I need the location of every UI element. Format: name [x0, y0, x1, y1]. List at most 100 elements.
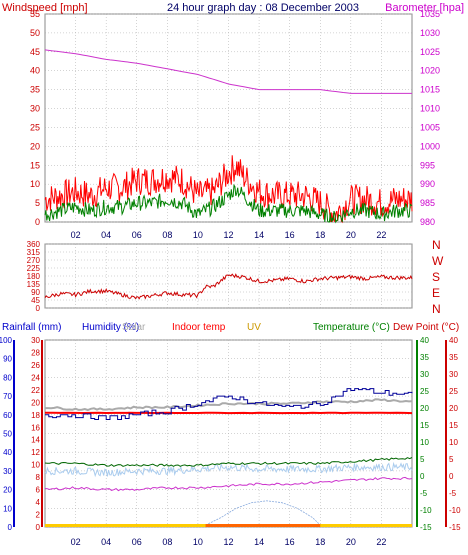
wind-x-tick-18: 18: [315, 230, 325, 240]
dew-y-tick--15: -15: [449, 523, 461, 532]
baro-y-tick-1030: 1030: [420, 28, 440, 38]
dew-y-tick-30: 30: [449, 370, 458, 379]
dew-y-tick-40: 40: [449, 336, 458, 345]
wind-y-tick-55: 55: [30, 9, 40, 19]
wind-x-tick-20: 20: [346, 230, 356, 240]
wind-x-tick-02: 02: [71, 230, 81, 240]
humidity-y-tick-16: 16: [31, 423, 40, 432]
baro-y-tick-1020: 1020: [420, 66, 440, 76]
multi-x-tick-16: 16: [285, 537, 295, 547]
wind-x-tick-12: 12: [223, 230, 233, 240]
rain-y-tick-60: 60: [3, 411, 12, 420]
humidity-y-tick-14: 14: [31, 436, 40, 445]
wind-y-tick-35: 35: [30, 85, 40, 95]
baro-y-tick-980: 980: [420, 217, 435, 227]
dir-y-tick-180: 180: [27, 272, 41, 281]
baro-y-tick-985: 985: [420, 198, 435, 208]
dew-y-tick-20: 20: [449, 404, 458, 413]
humidity-y-tick-18: 18: [31, 411, 40, 420]
wind-y-tick-50: 50: [30, 28, 40, 38]
wind-y-tick-10: 10: [30, 179, 40, 189]
temp-y-tick-25: 25: [420, 387, 429, 396]
multi-x-tick-10: 10: [193, 537, 203, 547]
dew-y-tick--10: -10: [449, 506, 461, 515]
wind-y-tick-30: 30: [30, 104, 40, 114]
dir-y-tick-45: 45: [31, 296, 40, 305]
dir-y-tick-225: 225: [27, 264, 41, 273]
dewpoint-label: Dew Point (°C): [393, 322, 459, 333]
wind-y-tick-15: 15: [30, 160, 40, 170]
dew-y-tick-10: 10: [449, 438, 458, 447]
compass-n: N: [432, 238, 441, 252]
series-wind-direction: [44, 273, 413, 300]
temp-y-tick-15: 15: [420, 421, 429, 430]
temp-y-tick-10: 10: [420, 438, 429, 447]
wind-y-tick-40: 40: [30, 66, 40, 76]
uv-label: UV: [247, 322, 261, 333]
dew-y-tick-25: 25: [449, 387, 458, 396]
compass-n: N: [432, 302, 441, 316]
rain-y-tick-0: 0: [8, 523, 13, 532]
baro-y-tick-1015: 1015: [420, 85, 440, 95]
wind-x-tick-04: 04: [101, 230, 111, 240]
dir-y-tick-135: 135: [27, 280, 41, 289]
humidity-y-tick-4: 4: [36, 498, 41, 507]
chart-title: 24 hour graph day : 08 December 2003: [167, 2, 359, 14]
rain-y-tick-40: 40: [3, 448, 12, 457]
baro-y-tick-1005: 1005: [420, 122, 440, 132]
temp-y-tick-30: 30: [420, 370, 429, 379]
dew-y-tick-15: 15: [449, 421, 458, 430]
rainfall-label: Rainfall (mm): [2, 322, 61, 333]
dir-y-tick-360: 360: [27, 240, 41, 249]
rain-y-tick-80: 80: [3, 373, 12, 382]
humidity-y-tick-28: 28: [31, 348, 40, 357]
baro-y-tick-1000: 1000: [420, 141, 440, 151]
multi-x-tick-12: 12: [223, 537, 233, 547]
wind-y-tick-45: 45: [30, 47, 40, 57]
solar-label: Solar: [122, 322, 146, 333]
compass-e: E: [432, 286, 440, 300]
temp-y-tick--15: -15: [420, 523, 432, 532]
humidity-y-tick-30: 30: [31, 336, 40, 345]
dir-y-tick-315: 315: [27, 248, 41, 257]
rain-y-tick-20: 20: [3, 486, 12, 495]
series-dew-point: [44, 461, 413, 478]
series-solar: [45, 398, 413, 412]
multi-x-tick-18: 18: [315, 537, 325, 547]
baro-y-tick-1025: 1025: [420, 47, 440, 57]
dir-y-tick-0: 0: [36, 304, 41, 313]
temp-y-tick-35: 35: [420, 353, 429, 362]
series-windspeed: [44, 155, 413, 224]
baro-y-tick-1010: 1010: [420, 104, 440, 114]
wind-y-tick-0: 0: [35, 217, 40, 227]
humidity-y-tick-26: 26: [31, 361, 40, 370]
wind-panel-frame: [44, 13, 413, 223]
humidity-y-tick-6: 6: [36, 486, 41, 495]
baro-y-tick-1035: 1035: [420, 9, 440, 19]
series-gust: [44, 183, 413, 224]
multi-x-tick-02: 02: [71, 537, 81, 547]
dew-y-tick--5: -5: [449, 489, 457, 498]
wind-x-tick-10: 10: [193, 230, 203, 240]
series-uv: [205, 500, 319, 526]
barometer-axis-label: Barometer [hpa]: [385, 2, 464, 14]
multi-x-tick-04: 04: [101, 537, 111, 547]
humidity-label: Humidity (%): [82, 322, 139, 333]
series-rainfall: [44, 476, 413, 492]
multi-x-tick-20: 20: [346, 537, 356, 547]
indoor-temp-label: Indoor temp: [172, 322, 226, 333]
multi-x-tick-22: 22: [376, 537, 386, 547]
rain-y-tick-50: 50: [3, 430, 12, 439]
compass-s: S: [432, 270, 440, 284]
rain-y-tick-10: 10: [3, 504, 12, 513]
temp-y-tick-20: 20: [420, 404, 429, 413]
humidity-y-tick-12: 12: [31, 448, 40, 457]
wind-y-tick-25: 25: [30, 122, 40, 132]
series-temperature: [44, 457, 413, 467]
uv-active-band: [205, 524, 321, 527]
wind-axis-label: Windspeed [mph]: [2, 2, 88, 14]
multi-x-tick-14: 14: [254, 537, 264, 547]
rain-y-tick-30: 30: [3, 467, 12, 476]
